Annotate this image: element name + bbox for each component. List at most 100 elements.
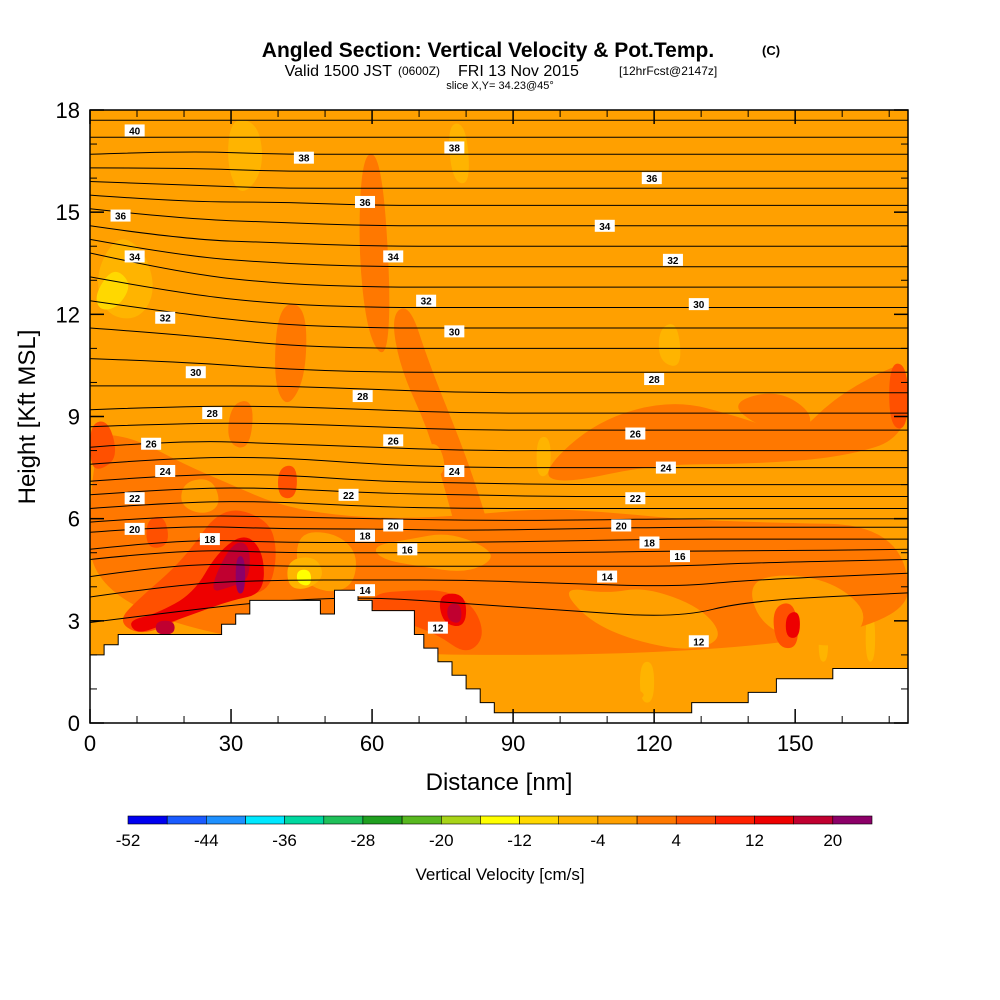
shaded-region xyxy=(90,421,116,469)
contour-label-text: 22 xyxy=(129,494,141,505)
contour-label-text: 26 xyxy=(388,436,400,447)
colorbar-tick-label: 4 xyxy=(671,831,680,850)
theta-contour xyxy=(90,327,908,349)
shaded-region xyxy=(235,556,246,594)
contour-label-text: 32 xyxy=(667,256,679,267)
contour-label-text: 12 xyxy=(693,637,705,648)
contour-label-text: 28 xyxy=(207,409,219,420)
contour-label-text: 14 xyxy=(602,573,614,584)
x-tick-label: 30 xyxy=(219,731,243,756)
colorbar-swatch xyxy=(440,815,481,825)
contour-label-text: 22 xyxy=(343,491,355,502)
colorbar-tick-label: 20 xyxy=(823,831,842,850)
theta-contour xyxy=(90,358,908,373)
theta-contour xyxy=(90,456,908,469)
theta-contour xyxy=(90,208,908,227)
contour-label-text: 30 xyxy=(449,327,461,338)
theta-contour xyxy=(90,487,908,498)
x-tick-label: 60 xyxy=(360,731,384,756)
colorbar-tick-label: -52 xyxy=(116,831,141,850)
colorbar-swatch xyxy=(558,815,599,825)
contour-label-box xyxy=(355,584,376,597)
contour-label-text: 28 xyxy=(357,392,369,403)
colorbar-tick-label: -28 xyxy=(351,831,376,850)
contour-labels: 40 38 38 36 36 36 34 34 34 32 32 32 30 30 30 28 28 28 26 26… xyxy=(110,124,709,648)
contour-label-text: 36 xyxy=(115,212,127,223)
theta-contour xyxy=(90,194,908,206)
contour-label-box xyxy=(397,543,418,556)
contour-label-box xyxy=(155,464,176,477)
slice-info: slice X,Y= 34.23@45° xyxy=(446,80,554,92)
contour-label: 34 xyxy=(124,250,145,263)
contour-label-box xyxy=(202,407,223,420)
contour-label-text: 38 xyxy=(449,143,461,154)
y-tick-label: 9 xyxy=(68,405,80,430)
contour-label-text: 24 xyxy=(449,467,461,478)
theta-contour xyxy=(90,276,908,309)
contour-label-text: 36 xyxy=(359,198,371,209)
theta-contour xyxy=(90,422,908,431)
contour-label-text: 38 xyxy=(298,154,310,165)
theta-contour xyxy=(90,225,908,247)
shaded-region xyxy=(568,589,718,649)
colorbar-tick-label: -36 xyxy=(272,831,297,850)
contour-label-box xyxy=(141,437,162,450)
contour-label: 40 xyxy=(124,124,145,137)
theta-contour xyxy=(90,559,908,578)
x-tick-label: 0 xyxy=(84,731,96,756)
colorbar-swatch xyxy=(715,815,755,825)
y-tick-label: 15 xyxy=(56,200,80,225)
contour-label: 30 xyxy=(444,325,465,338)
contour-label-box xyxy=(199,533,220,546)
contour-label: 38 xyxy=(444,141,465,154)
colorbar-swatch xyxy=(832,815,873,825)
x-tick-label: 150 xyxy=(777,731,814,756)
theta-contour xyxy=(90,515,908,523)
contour-label-text: 30 xyxy=(190,368,202,379)
theta-contour xyxy=(90,526,908,533)
contour-label: 24 xyxy=(655,461,676,475)
contour-label: 18 xyxy=(355,529,376,543)
contour-label: 20 xyxy=(611,519,632,532)
theta-contour xyxy=(90,385,908,394)
contour-label: 16 xyxy=(669,550,690,563)
contour-label-box xyxy=(611,519,632,532)
valid-date: FRI 13 Nov 2015 xyxy=(458,63,579,80)
contour-label: 34 xyxy=(594,219,615,233)
contour-label-box xyxy=(110,209,131,222)
contour-label-text: 32 xyxy=(421,297,433,308)
shaded-region xyxy=(228,401,253,448)
contour-label-box xyxy=(355,529,376,542)
contour-label-text: 16 xyxy=(674,552,686,563)
colorbar-swatch xyxy=(127,815,168,825)
contour-label: 24 xyxy=(444,464,465,478)
shaded-region xyxy=(785,612,800,638)
contour-label: 30 xyxy=(688,298,709,311)
contour-label-text: 12 xyxy=(432,624,444,635)
contour-label-text: 20 xyxy=(129,525,141,536)
contour-label: 18 xyxy=(199,533,220,546)
contour-label-box xyxy=(444,464,465,477)
colorbar-tick-label: -20 xyxy=(429,831,454,850)
contour-label-text: 18 xyxy=(644,539,656,550)
contour-label: 30 xyxy=(185,366,206,379)
shaded-region xyxy=(296,569,311,586)
contour-label-text: 18 xyxy=(359,532,371,543)
contour-label-box xyxy=(688,298,709,311)
contour-label-box xyxy=(383,250,404,263)
shaded-region xyxy=(275,304,307,403)
contour-label-box xyxy=(355,195,376,208)
contour-label-text: 34 xyxy=(129,252,141,263)
theta-contour xyxy=(90,167,908,172)
x-axis-ticks: 0 30 60 90 120 150 xyxy=(84,110,890,756)
contour-label-text: 22 xyxy=(630,494,642,505)
contour-label-box xyxy=(338,488,359,501)
shaded-region xyxy=(658,324,681,366)
y-tick-label: 18 xyxy=(56,98,80,123)
contour-label-box xyxy=(383,434,404,447)
colorbar-swatch xyxy=(519,815,560,825)
contour-label: 22 xyxy=(124,492,145,505)
contour-label: 14 xyxy=(597,570,618,584)
